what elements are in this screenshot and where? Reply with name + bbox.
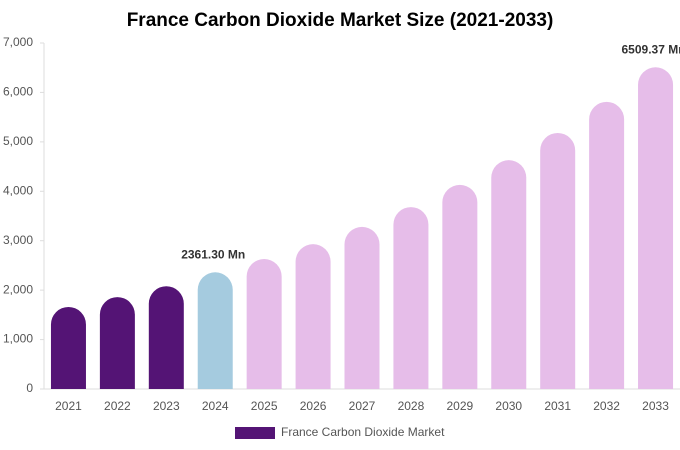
x-tick-label: 2025 bbox=[251, 399, 278, 413]
value-label: 6509.37 Mn bbox=[622, 42, 680, 56]
x-tick-label: 2023 bbox=[153, 399, 180, 413]
x-tick-label: 2027 bbox=[349, 399, 376, 413]
y-tick-label: 7,000 bbox=[3, 35, 33, 49]
y-tick-label: 6,000 bbox=[3, 85, 33, 99]
x-tick-label: 2030 bbox=[495, 399, 522, 413]
bar bbox=[442, 184, 478, 389]
legend-swatch bbox=[235, 427, 275, 439]
x-tick-label: 2021 bbox=[55, 399, 82, 413]
bar bbox=[589, 101, 625, 389]
x-tick-label: 2029 bbox=[446, 399, 473, 413]
x-tick-label: 2022 bbox=[104, 399, 131, 413]
legend-label: France Carbon Dioxide Market bbox=[281, 425, 445, 439]
bar bbox=[491, 160, 527, 389]
y-tick-label: 1,000 bbox=[3, 332, 33, 346]
bar bbox=[540, 132, 576, 389]
bar bbox=[99, 297, 135, 389]
x-tick-label: 2032 bbox=[593, 399, 620, 413]
bar bbox=[148, 286, 184, 389]
x-tick-label: 2028 bbox=[398, 399, 425, 413]
x-tick-label: 2033 bbox=[642, 399, 669, 413]
bar bbox=[393, 207, 429, 389]
bar bbox=[246, 259, 282, 389]
y-tick-label: 3,000 bbox=[3, 233, 33, 247]
chart-title: France Carbon Dioxide Market Size (2021-… bbox=[127, 10, 554, 31]
x-tick-label: 2026 bbox=[300, 399, 327, 413]
y-tick-label: 4,000 bbox=[3, 183, 33, 197]
bar bbox=[295, 244, 331, 389]
bar bbox=[638, 67, 674, 390]
bar bbox=[197, 272, 233, 389]
x-tick-label: 2031 bbox=[544, 399, 571, 413]
y-tick-label: 2,000 bbox=[3, 282, 33, 296]
x-tick-label: 2024 bbox=[202, 399, 229, 413]
bar bbox=[50, 306, 86, 389]
bar bbox=[344, 226, 380, 389]
value-label: 2361.30 Mn bbox=[181, 247, 245, 261]
y-tick-label: 0 bbox=[26, 381, 33, 395]
y-tick-label: 5,000 bbox=[3, 134, 33, 148]
